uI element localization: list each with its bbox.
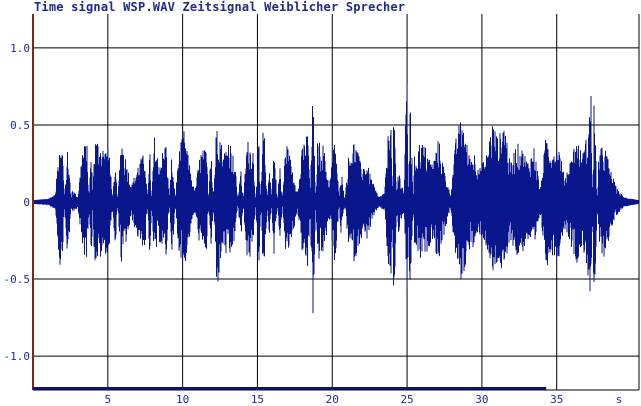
x-tick-label: 5 (105, 393, 112, 406)
y-tick-label: 0 (23, 196, 30, 209)
x-tick-label: 15 (251, 393, 264, 406)
y-tick-labels: 1.0 0.5 0 -0.5 -1.0 (4, 42, 31, 363)
x-tick-label: 30 (475, 393, 488, 406)
y-tick-label: -0.5 (4, 273, 31, 286)
plot-frame (32, 14, 640, 391)
y-tick-label: 0.5 (10, 119, 30, 132)
scroll-bar (33, 387, 547, 390)
chart-title: Time signal WSP.WAV Zeitsignal Weibliche… (34, 0, 406, 14)
x-tick-label: 35 (550, 393, 563, 406)
x-tick-label: 20 (326, 393, 339, 406)
x-tick-labels: 5 10 15 20 25 30 35 s (105, 393, 623, 406)
x-tick-label: 10 (176, 393, 189, 406)
x-unit-label: s (616, 393, 623, 406)
y-tick-label: -1.0 (4, 350, 31, 363)
y-tick-label: 1.0 (10, 42, 30, 55)
x-tick-label: 25 (400, 393, 413, 406)
